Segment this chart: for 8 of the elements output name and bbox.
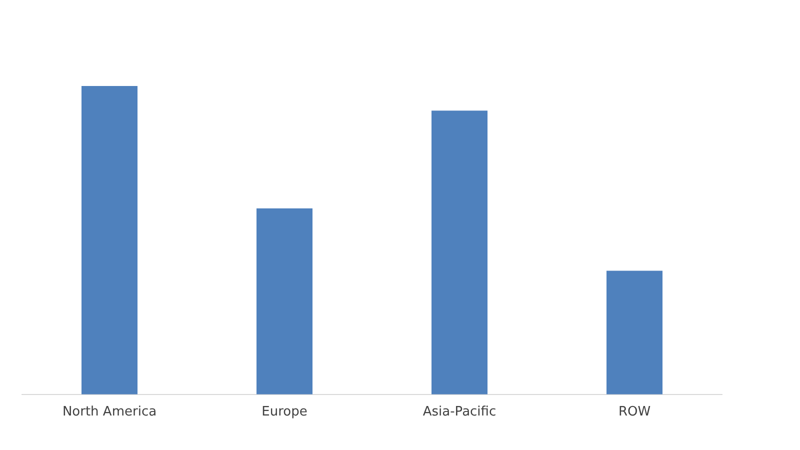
bar: [82, 86, 138, 394]
x-tick-label: Asia-Pacific: [422, 404, 496, 420]
x-tick-label: Europe: [262, 404, 308, 420]
bar: [256, 208, 312, 394]
bar: [606, 270, 662, 394]
bar: [432, 110, 488, 394]
x-tick-label: North America: [62, 404, 157, 420]
x-tick-label: ROW: [618, 404, 651, 420]
